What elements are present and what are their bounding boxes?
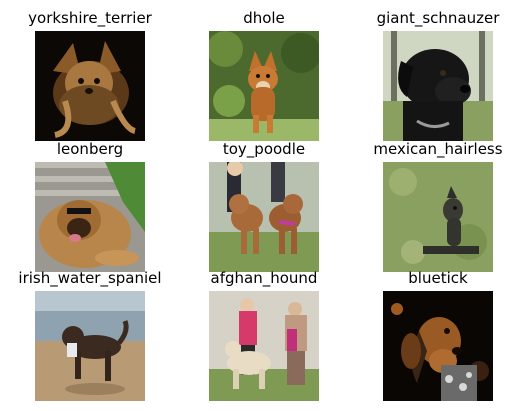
grid-cell-bluetick: bluetick (358, 266, 518, 402)
dog-photo-giant-schnauzer (383, 31, 493, 141)
dog-photo-yorkshire-terrier (35, 31, 145, 141)
grid-cell-mexican-hairless: mexican_hairless (358, 137, 518, 273)
grid-cell-irish-water-spaniel: irish_water_spaniel (10, 266, 170, 402)
image-caption: afghan_hound (210, 269, 318, 287)
grid-cell-toy-poodle: toy_poodle (184, 137, 344, 273)
image-caption: dhole (243, 9, 285, 27)
image-caption: toy_poodle (222, 140, 306, 158)
grid-cell-yorkshire-terrier: yorkshire_terrier (10, 6, 170, 142)
dog-photo-irish-water-spaniel (35, 291, 145, 401)
dog-photo-mexican-hairless (383, 162, 493, 272)
dog-photo-bluetick (383, 291, 493, 401)
image-caption: yorkshire_terrier (28, 9, 152, 27)
dog-photo-toy-poodle (209, 162, 319, 272)
image-caption: giant_schnauzer (376, 9, 500, 27)
grid-cell-giant-schnauzer: giant_schnauzer (358, 6, 518, 142)
grid-cell-leonberg: leonberg (10, 137, 170, 273)
dog-photo-dhole (209, 31, 319, 141)
image-caption: leonberg (56, 140, 124, 158)
image-caption: mexican_hairless (373, 140, 503, 158)
grid-cell-dhole: dhole (184, 6, 344, 142)
grid-cell-afghan-hound: afghan_hound (184, 266, 344, 402)
dog-photo-afghan-hound (209, 291, 319, 401)
dog-photo-leonberg (35, 162, 145, 272)
image-caption: bluetick (408, 269, 468, 287)
image-caption: irish_water_spaniel (18, 269, 162, 287)
